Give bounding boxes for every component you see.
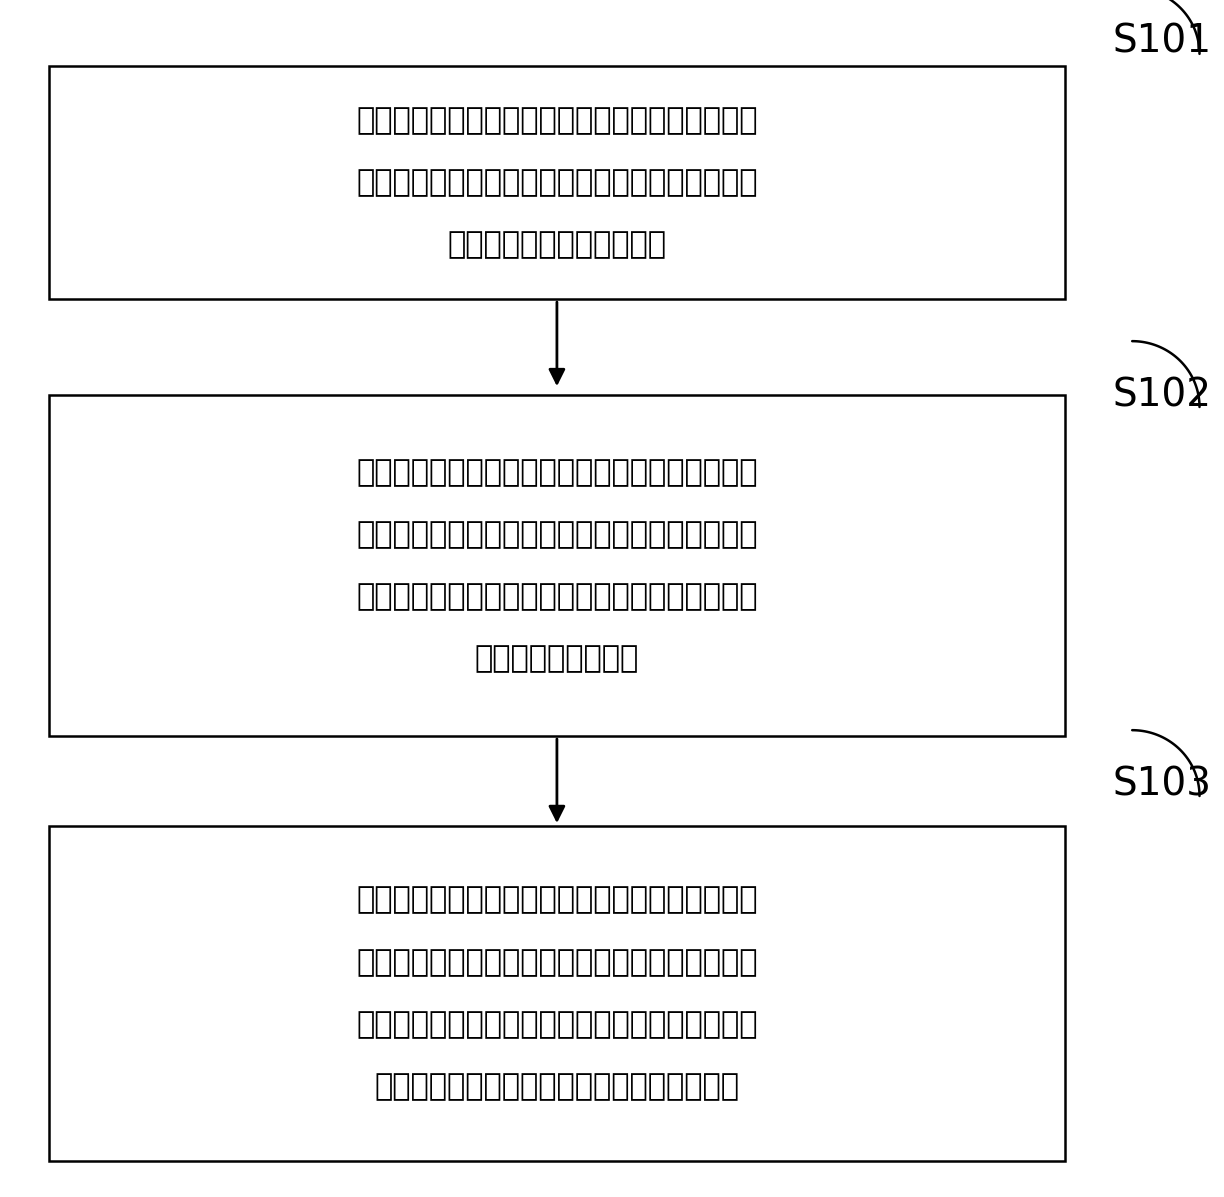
Text: S103: S103 bbox=[1113, 765, 1212, 803]
Text: S101: S101 bbox=[1113, 23, 1212, 61]
Text: 将所述带通道格式的图片序列遮罩所述帧动画图片: 将所述带通道格式的图片序列遮罩所述帧动画图片 bbox=[356, 457, 758, 487]
Text: 序列，得到仅保留所述目标物体区域的图像的目标: 序列，得到仅保留所述目标物体区域的图像的目标 bbox=[356, 519, 758, 549]
Text: 所述三维虚拟沙盘当前显示帧动画图片的目标物体: 所述三维虚拟沙盘当前显示帧动画图片的目标物体 bbox=[356, 1010, 758, 1039]
Text: 图像序列与所述帧动画图片序列的对应关系，确定: 图像序列与所述帧动画图片序列的对应关系，确定 bbox=[356, 948, 758, 977]
Text: 区域，并在所述目标物体区域上添加动态效果: 区域，并在所述目标物体区域上添加动态效果 bbox=[375, 1073, 739, 1101]
FancyBboxPatch shape bbox=[49, 395, 1065, 736]
Text: S102: S102 bbox=[1113, 376, 1212, 414]
Text: 画图片序列一一对应: 画图片序列一一对应 bbox=[475, 644, 639, 674]
FancyBboxPatch shape bbox=[49, 66, 1065, 299]
FancyBboxPatch shape bbox=[49, 826, 1065, 1161]
Text: 物体图像序列，其中目标物体图像序列与所述帧动: 物体图像序列，其中目标物体图像序列与所述帧动 bbox=[356, 582, 758, 612]
Text: 确定三维虚拟沙盘的帧动画图片序列中的目标物体: 确定三维虚拟沙盘的帧动画图片序列中的目标物体 bbox=[356, 105, 758, 135]
Text: 在播放所述帧动画图片序列时，根据所述目标物体: 在播放所述帧动画图片序列时，根据所述目标物体 bbox=[356, 886, 758, 915]
Text: 区域，将所述目标物体区域设置为透明通道格式，: 区域，将所述目标物体区域设置为透明通道格式， bbox=[356, 168, 758, 198]
Text: 得到带通道格式的图片序列: 得到带通道格式的图片序列 bbox=[448, 230, 666, 260]
